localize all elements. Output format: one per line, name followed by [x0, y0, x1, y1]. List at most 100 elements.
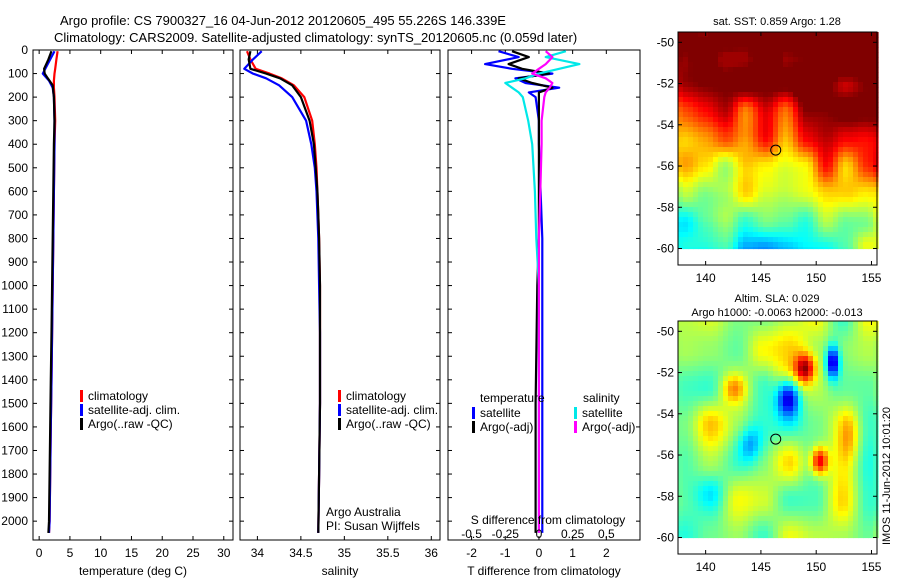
sla-map-cell: [808, 371, 814, 377]
sst-map-cell: [748, 182, 754, 188]
sst-map-cell: [838, 172, 844, 178]
sla-map-cell: [818, 411, 824, 417]
sst-map-cell: [793, 212, 799, 218]
sst-map-cell: [763, 52, 769, 58]
sst-map-cell: [683, 242, 689, 248]
sla-map-cell: [778, 476, 784, 482]
sla-map-cell: [833, 461, 839, 467]
sst-map-cell: [848, 57, 854, 63]
sla-map-cell: [698, 411, 704, 417]
sst-map-cell: [873, 227, 879, 233]
sla-map-cell: [803, 511, 809, 517]
sla-map-cell: [858, 486, 864, 492]
sst-map-cell: [748, 247, 754, 250]
sst-map-cell: [818, 132, 824, 138]
sla-map-cell: [853, 351, 859, 357]
sla-map-cell: [743, 486, 749, 492]
sst-map-cell: [683, 162, 689, 168]
sst-map-cell: [718, 42, 724, 48]
sla-map-cell: [783, 366, 789, 372]
sst-map-cell: [778, 82, 784, 88]
salinity-legend-swatch-2: [338, 418, 341, 430]
sla-map-cell: [838, 366, 844, 372]
sla-map-cell: [733, 401, 739, 407]
sst-map-cell: [773, 247, 779, 250]
sla-map-cell: [758, 521, 764, 527]
sla-map-cell: [763, 511, 769, 517]
sst-map-cell: [763, 202, 769, 208]
sla-map-cell: [868, 456, 874, 462]
sla-map-cell: [683, 356, 689, 362]
sst-map-cell: [808, 182, 814, 188]
sst-map-cell: [748, 207, 754, 213]
sst-map-cell: [738, 172, 744, 178]
sla-map-cell: [793, 341, 799, 347]
sla-map-cell: [713, 516, 719, 522]
sla-map-cell: [803, 331, 809, 337]
sla-map-cell: [813, 441, 819, 447]
sst-map-cell: [818, 227, 824, 233]
sla-map-cell: [818, 531, 824, 537]
sst-map-cell: [833, 97, 839, 103]
sla-map-cell: [698, 376, 704, 382]
sla-map-cell: [838, 431, 844, 437]
sla-map-cell: [828, 326, 834, 332]
sst-map-cell: [833, 217, 839, 223]
sst-map-cell: [858, 142, 864, 148]
sla-map-cell: [853, 511, 859, 517]
sst-map-cell: [843, 47, 849, 53]
sla-map-cell: [743, 431, 749, 437]
sla-map-cell: [738, 511, 744, 517]
sst-map-cell: [808, 107, 814, 113]
sla-map-cell: [758, 461, 764, 467]
sst-map-cell: [748, 237, 754, 243]
diff-s-axis-label: S difference from climatology: [471, 513, 626, 527]
sst-map-cell: [758, 137, 764, 143]
sst-map-cell: [783, 82, 789, 88]
sst-map-cell: [853, 157, 859, 163]
sst-map-cell: [808, 247, 814, 250]
sla-map-cell: [693, 381, 699, 387]
sst-map-cell: [683, 222, 689, 228]
sst-map-cell: [798, 187, 804, 193]
sst-map-cell: [688, 72, 694, 78]
sla-map-cell: [708, 386, 714, 392]
sst-map-cell: [748, 57, 754, 63]
sst-map-cell: [728, 157, 734, 163]
sst-map-cell: [853, 212, 859, 218]
sst-map-cell: [748, 117, 754, 123]
sla-map-cell: [773, 531, 779, 537]
sst-map-cell: [813, 97, 819, 103]
sla-map-cell: [748, 536, 754, 539]
sla-map-cell: [858, 506, 864, 512]
sst-map-cell: [708, 142, 714, 148]
sla-map-cell: [758, 531, 764, 537]
sst-map-cell: [778, 197, 784, 203]
sst-map-cell: [703, 87, 709, 93]
sla-map-cell: [693, 346, 699, 352]
sst-map-cell: [783, 237, 789, 243]
sst-map-cell: [713, 42, 719, 48]
sla-map-cell: [713, 456, 719, 462]
sst-map-cell: [743, 52, 749, 58]
sla-map-cell: [853, 366, 859, 372]
sla-map-cell: [863, 431, 869, 437]
sst-map-cell: [738, 242, 744, 248]
sst-map-cell: [858, 187, 864, 193]
sla-map-cell: [783, 396, 789, 402]
sst-map-cell: [873, 72, 879, 78]
sst-map-cell: [738, 47, 744, 53]
sst-map-xtick-label: 145: [751, 271, 771, 285]
sst-map-cell: [863, 167, 869, 173]
sla-map-cell: [738, 336, 744, 342]
sst-map-cell: [743, 107, 749, 113]
sla-map-cell: [723, 381, 729, 387]
sla-map-cell: [698, 351, 704, 357]
sst-map-cell: [728, 127, 734, 133]
sst-map-cell: [763, 187, 769, 193]
sst-map-cell: [743, 142, 749, 148]
sst-map-cell: [818, 112, 824, 118]
sla-map-cell: [818, 331, 824, 337]
sla-map-cell: [838, 481, 844, 487]
sla-map-cell: [733, 321, 739, 327]
